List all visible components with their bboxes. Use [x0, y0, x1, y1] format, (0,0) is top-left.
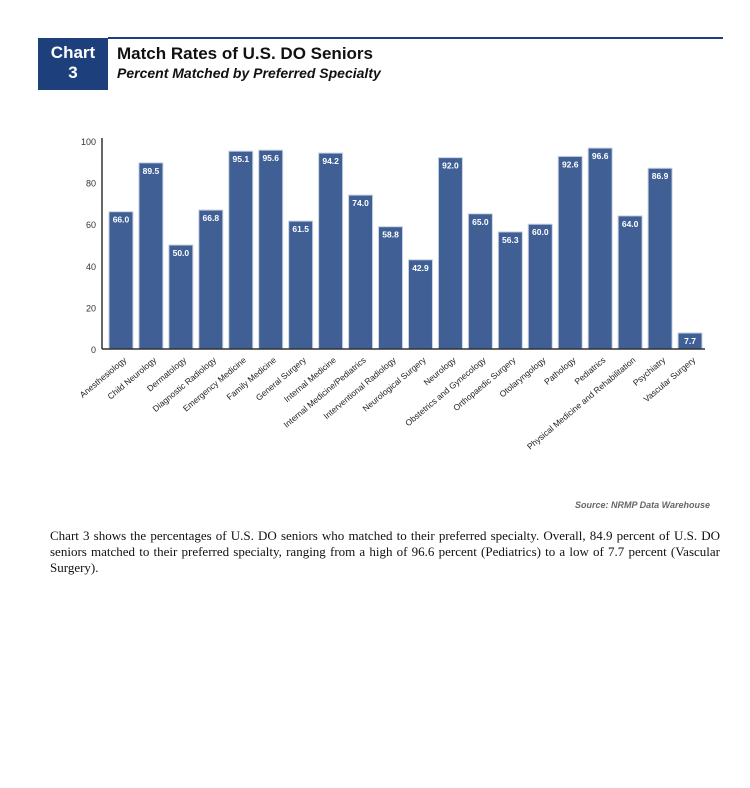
data-label: 60.0 [532, 227, 549, 237]
bar [138, 162, 164, 350]
badge-number: 3 [68, 63, 78, 82]
data-label: 96.6 [592, 151, 609, 161]
x-tick-label: Internal Medicine [282, 355, 338, 404]
bar [108, 211, 134, 350]
x-tick-label: Vascular Surgery [641, 354, 697, 404]
y-tick-label: 40 [86, 262, 96, 272]
chart-title: Match Rates of U.S. DO Seniors [117, 44, 373, 63]
data-label: 66.8 [203, 213, 220, 223]
bar [288, 220, 314, 350]
data-label: 86.9 [652, 171, 669, 181]
bar [587, 147, 613, 350]
bar [168, 244, 194, 350]
source-note: Source: NRMP Data Warehouse [574, 500, 710, 510]
chart-subtitle: Percent Matched by Preferred Specialty [117, 65, 381, 81]
y-tick-label: 100 [81, 137, 96, 147]
data-label: 58.8 [382, 230, 399, 240]
bar [497, 231, 523, 350]
bar [647, 167, 673, 350]
bar [527, 223, 553, 350]
bar [258, 149, 284, 350]
bar [228, 150, 254, 350]
data-label: 92.6 [562, 159, 579, 169]
data-label: 65.0 [472, 217, 489, 227]
data-label: 61.5 [292, 224, 309, 234]
bar [198, 209, 224, 350]
data-label: 89.5 [143, 166, 160, 176]
y-tick-label: 60 [86, 220, 96, 230]
x-tick-label: General Surgery [254, 354, 309, 402]
data-label: 92.0 [442, 161, 459, 171]
badge-label: Chart [50, 43, 96, 62]
x-tick-label: Physical Medicine and Rehabilitation [525, 355, 638, 452]
data-label: 7.7 [684, 336, 696, 346]
bar-chart: 02040608010066.0Anesthesiology89.5Child … [78, 137, 705, 452]
data-label: 95.6 [262, 153, 279, 163]
header-rule [108, 37, 723, 39]
bar [407, 259, 433, 350]
data-label: 74.0 [352, 198, 369, 208]
bar [557, 155, 583, 350]
x-tick-label: Pathology [542, 354, 578, 386]
y-tick-label: 80 [86, 179, 96, 189]
bar [437, 157, 463, 350]
y-tick-label: 0 [91, 345, 96, 355]
data-label: 64.0 [622, 219, 639, 229]
data-label: 50.0 [173, 248, 190, 258]
description-paragraph: Chart 3 shows the percentages of U.S. DO… [50, 528, 720, 575]
bar [318, 152, 344, 350]
bar [467, 213, 493, 350]
bar [617, 215, 643, 350]
bar [378, 226, 404, 350]
data-label: 95.1 [233, 154, 250, 164]
chart-number-badge: Chart 3 [38, 38, 108, 90]
data-label: 66.0 [113, 215, 130, 225]
y-tick-label: 20 [86, 303, 96, 313]
data-label: 56.3 [502, 235, 519, 245]
data-label: 42.9 [412, 263, 429, 273]
bar [348, 194, 374, 350]
data-label: 94.2 [322, 156, 339, 166]
